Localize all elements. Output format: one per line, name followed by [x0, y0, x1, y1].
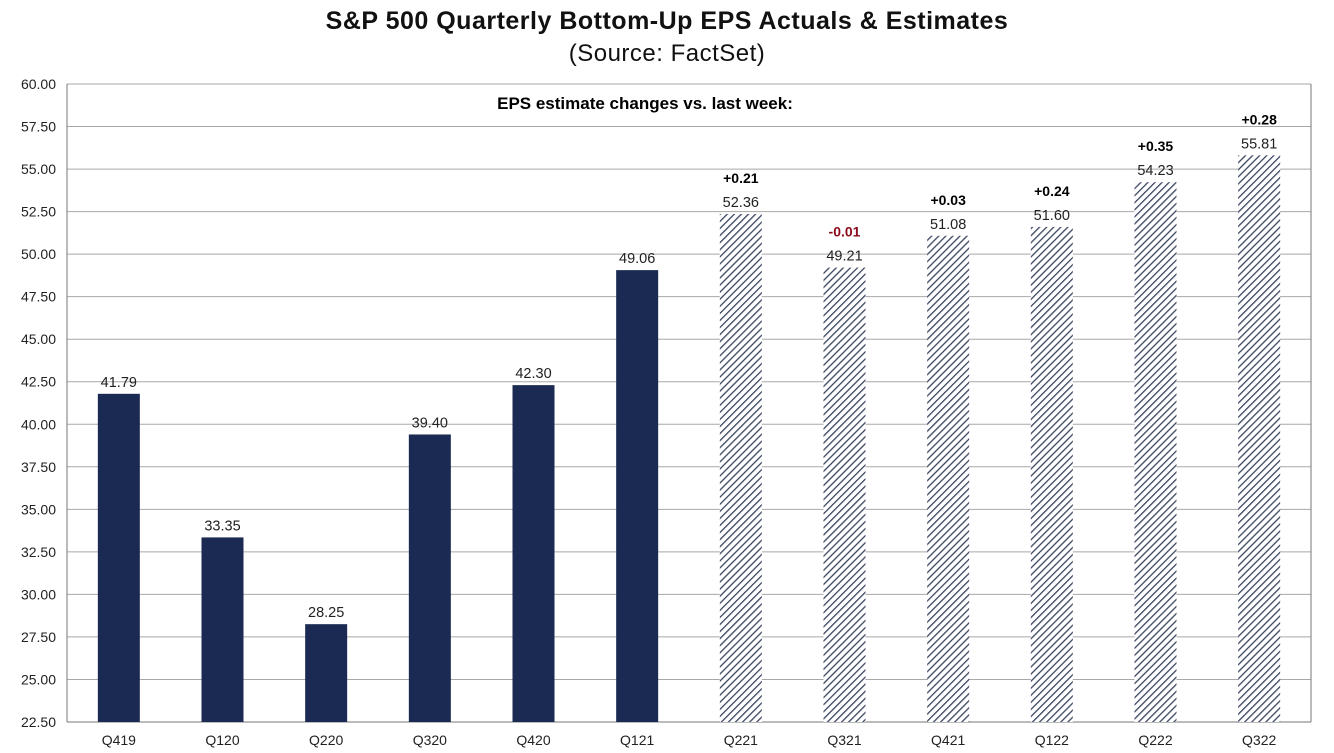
x-tick-label: Q322: [1242, 732, 1276, 748]
change-label-q122: +0.24: [1034, 183, 1070, 199]
change-label-q421: +0.03: [930, 192, 966, 208]
data-label-q419: 41.79: [101, 375, 137, 391]
bar-q419: [97, 393, 140, 722]
data-label-q421: 51.08: [930, 217, 966, 233]
y-tick-label: 45.00: [21, 331, 56, 347]
x-tick-label: Q220: [309, 732, 343, 748]
y-tick-label: 47.50: [21, 289, 56, 305]
chart-subtitle: (Source: FactSet): [568, 40, 766, 67]
weekly-change-labels: +0.21 -0.01 +0.03 +0.24 +0.35 +0.28: [723, 111, 1277, 239]
y-axis-ticks: 22.50 25.00 27.50 30.00 32.50 35.00 37.50 40.00…: [21, 76, 56, 730]
y-tick-label: 32.50: [21, 544, 56, 560]
bar-q420: [512, 385, 555, 722]
data-label-q122: 51.60: [1034, 208, 1070, 224]
y-tick-label: 60.00: [21, 76, 56, 92]
gridlines: [66, 83, 1312, 723]
x-tick-label: Q222: [1138, 732, 1172, 748]
x-tick-label: Q221: [724, 732, 758, 748]
y-tick-label: 30.00: [21, 586, 56, 602]
x-tick-label: Q419: [102, 732, 136, 748]
bar-q321: [823, 267, 866, 722]
estimate-changes-annotation: EPS estimate changes vs. last week:: [497, 94, 793, 113]
y-tick-label: 55.00: [21, 161, 56, 177]
y-tick-label: 40.00: [21, 416, 56, 432]
data-label-q221: 52.36: [723, 195, 759, 211]
chart-title: S&P 500 Quarterly Bottom-Up EPS Actuals …: [325, 7, 1009, 35]
y-tick-label: 42.50: [21, 374, 56, 390]
change-label-q221: +0.21: [723, 170, 759, 186]
x-axis-ticks: Q419 Q120 Q220 Q320 Q420 Q121 Q221 Q321 Q421 Q122…: [102, 732, 1277, 748]
change-label-q222: +0.35: [1138, 138, 1174, 154]
data-label-q222: 54.23: [1137, 163, 1173, 179]
x-tick-label: Q321: [827, 732, 861, 748]
y-tick-label: 27.50: [21, 629, 56, 645]
y-tick-label: 37.50: [21, 459, 56, 475]
bar-q122: [1030, 226, 1073, 723]
bar-q320: [408, 434, 451, 722]
change-label-q321: -0.01: [829, 224, 861, 240]
data-labels: 41.79 33.35 28.25 39.40 42.30 49.06 52.36 49.21…: [101, 136, 1278, 621]
x-tick-label: Q320: [413, 732, 447, 748]
x-tick-label: Q121: [620, 732, 654, 748]
data-label-q320: 39.40: [412, 415, 448, 431]
bar-q221: [719, 213, 762, 722]
y-tick-label: 22.50: [21, 714, 56, 730]
x-tick-label: Q421: [931, 732, 965, 748]
data-label-q321: 49.21: [826, 249, 862, 265]
bar-q121: [616, 270, 659, 722]
data-label-q121: 49.06: [619, 251, 655, 267]
y-tick-label: 35.00: [21, 501, 56, 517]
data-label-q220: 28.25: [308, 605, 344, 621]
bar-q322: [1238, 155, 1281, 722]
bar-q222: [1134, 182, 1177, 722]
x-tick-label: Q120: [205, 732, 239, 748]
bar-q421: [927, 235, 970, 723]
x-tick-label: Q122: [1035, 732, 1069, 748]
y-tick-label: 52.50: [21, 204, 56, 220]
bar-q220: [305, 624, 348, 722]
bar-q120: [201, 537, 244, 722]
change-label-q322: +0.28: [1241, 111, 1277, 127]
x-tick-label: Q420: [516, 732, 550, 748]
y-tick-label: 50.00: [21, 246, 56, 262]
data-label-q120: 33.35: [204, 518, 240, 534]
y-tick-label: 57.50: [21, 119, 56, 135]
data-label-q322: 55.81: [1241, 136, 1277, 152]
data-label-q420: 42.30: [515, 366, 551, 382]
y-tick-label: 25.00: [21, 671, 56, 687]
bars: [97, 155, 1281, 723]
